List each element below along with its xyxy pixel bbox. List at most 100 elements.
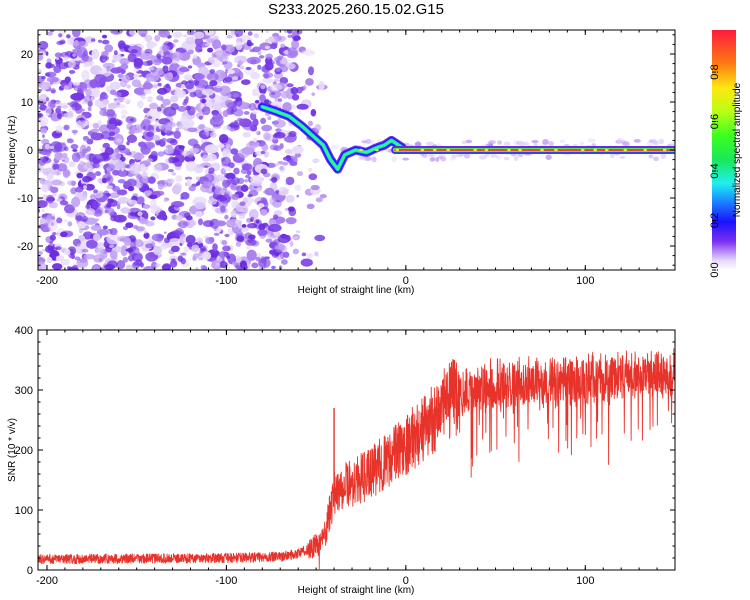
noise-speckle — [186, 242, 193, 248]
noise-speckle — [203, 126, 211, 132]
noise-speckle — [130, 49, 139, 54]
noise-speckle — [152, 84, 158, 89]
line-speckle — [440, 156, 447, 162]
noise-speckle — [314, 124, 322, 132]
noise-speckle — [161, 264, 172, 270]
noise-speckle — [92, 201, 101, 208]
noise-speckle — [201, 251, 212, 260]
carrier-dot — [420, 148, 425, 152]
noise-speckle — [198, 123, 206, 130]
noise-speckle — [113, 214, 127, 223]
noise-speckle — [147, 108, 151, 111]
carrier-dot — [484, 148, 489, 152]
noise-speckle — [173, 39, 179, 43]
line-speckle — [658, 138, 665, 145]
noise-speckle — [201, 88, 215, 96]
noise-speckle — [76, 258, 89, 269]
noise-speckle — [53, 65, 62, 74]
noise-speckle — [67, 102, 72, 106]
noise-speckle — [138, 141, 146, 148]
noise-speckle — [40, 263, 48, 270]
noise-speckle — [128, 30, 138, 36]
noise-speckle — [149, 199, 157, 209]
noise-speckle — [215, 262, 221, 267]
noise-speckle — [147, 96, 153, 103]
colorbar-gradient — [712, 30, 736, 270]
noise-speckle — [116, 189, 128, 196]
noise-speckle — [101, 34, 108, 39]
noise-speckle — [293, 235, 299, 240]
noise-speckle — [251, 111, 258, 115]
noise-speckle — [126, 134, 138, 143]
noise-speckle — [260, 209, 268, 216]
noise-speckle — [92, 123, 100, 129]
noise-speckle — [105, 95, 109, 99]
noise-speckle — [246, 42, 254, 47]
noise-speckle — [92, 254, 105, 263]
noise-speckle — [83, 163, 93, 170]
noise-speckle — [188, 185, 196, 192]
noise-speckle — [51, 263, 63, 270]
noise-speckle — [255, 219, 260, 224]
noise-speckle — [246, 249, 257, 261]
noise-speckle — [269, 83, 283, 92]
noise-speckle — [38, 255, 42, 261]
noise-speckle — [44, 143, 50, 150]
noise-speckle — [46, 31, 54, 36]
noise-speckle — [95, 193, 101, 199]
noise-speckle — [90, 96, 95, 101]
noise-speckle — [307, 66, 315, 76]
noise-speckle — [109, 81, 121, 90]
noise-speckle — [271, 176, 278, 183]
noise-speckle — [127, 185, 135, 192]
noise-speckle — [175, 127, 180, 132]
line-speckle — [429, 157, 436, 162]
line-speckle — [503, 141, 511, 146]
noise-speckle — [201, 106, 211, 116]
noise-speckle — [252, 118, 259, 127]
noise-speckle — [121, 167, 124, 172]
noise-speckle — [94, 218, 100, 222]
snr-x-label: Height of straight line (km) — [298, 585, 415, 596]
noise-speckle — [295, 230, 301, 234]
noise-speckle — [76, 41, 88, 48]
noise-speckle — [86, 161, 91, 165]
noise-speckle — [214, 187, 224, 195]
line-speckle — [619, 155, 626, 159]
noise-speckle — [93, 189, 99, 194]
noise-speckle — [257, 229, 268, 236]
line-speckle — [670, 141, 675, 147]
noise-speckle — [310, 184, 320, 191]
noise-speckle — [259, 94, 266, 103]
noise-speckle — [55, 57, 60, 60]
line-speckle — [548, 141, 555, 147]
noise-speckle — [116, 204, 121, 210]
noise-speckle — [195, 86, 203, 91]
noise-speckle — [314, 251, 319, 257]
carrier-dot — [507, 148, 511, 152]
noise-speckle — [238, 220, 242, 225]
y-tick-label: -20 — [17, 241, 33, 253]
noise-speckle — [101, 39, 110, 45]
noise-speckle — [95, 171, 102, 177]
noise-speckle — [164, 237, 170, 244]
noise-speckle — [171, 172, 177, 176]
noise-speckle — [91, 86, 100, 98]
noise-speckle — [107, 163, 115, 172]
noise-speckle — [194, 106, 199, 110]
noise-speckle — [72, 30, 81, 38]
noise-speckle — [71, 196, 81, 208]
noise-speckle — [135, 226, 146, 232]
carrier-dot — [662, 148, 667, 152]
x-tick-label: 0 — [403, 275, 409, 287]
noise-speckle — [246, 56, 261, 65]
noise-speckle — [169, 139, 178, 146]
noise-speckle — [156, 106, 162, 112]
noise-speckle — [255, 256, 261, 262]
carrier-dot — [518, 148, 522, 152]
noise-speckle — [139, 218, 149, 225]
noise-speckle — [166, 121, 176, 128]
noise-speckle — [214, 220, 227, 227]
noise-speckle — [284, 49, 289, 55]
noise-speckle — [111, 254, 118, 262]
